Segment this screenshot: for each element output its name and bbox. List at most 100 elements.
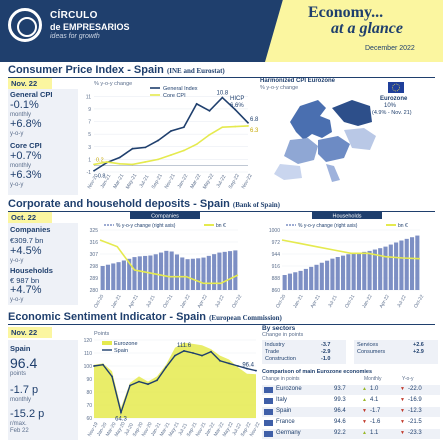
- x-tick-label: Nov-21: [164, 173, 177, 190]
- eu-flag-icon: [388, 82, 404, 93]
- legend-label: Core CPI: [163, 93, 186, 99]
- yoy-line: [281, 239, 421, 260]
- data-point: [208, 109, 211, 112]
- y-tick-label: 298: [90, 264, 99, 270]
- header-change: Change in points: [262, 376, 300, 382]
- eurozone-note: (4.9% - Nov. 21): [372, 110, 412, 116]
- legend-label: General Index: [163, 86, 198, 92]
- y-tick-label: 972: [272, 240, 281, 246]
- data-label: -0.8: [96, 174, 105, 180]
- chart-tab: [312, 212, 382, 219]
- bar: [330, 258, 335, 290]
- arrow-down-icon: ▼: [362, 408, 367, 414]
- flag-icon: [264, 431, 273, 437]
- table-header: Change in points Monthly Y-o-y: [262, 376, 440, 384]
- hicp-value: 6.6%: [230, 103, 244, 109]
- page-subtitle: at a glance: [331, 20, 403, 37]
- bar: [409, 237, 415, 290]
- x-tick-label: Jul-22: [214, 294, 226, 309]
- bar: [153, 254, 158, 290]
- legend-label: bn €: [216, 223, 226, 229]
- flag-icon: [264, 409, 273, 415]
- cpi-section-title: Consumer Price Index - Spain (INE and Eu…: [8, 64, 225, 76]
- y-tick-label: 3: [88, 145, 91, 151]
- brand-tagline: ideas for growth: [50, 33, 100, 40]
- bar: [388, 244, 393, 290]
- y-tick-label: 70: [86, 403, 92, 409]
- x-tick-label: Jan-21: [110, 293, 123, 309]
- esi-monthly: -1.7 p: [10, 384, 39, 396]
- bar: [233, 250, 238, 290]
- data-point: [255, 369, 257, 372]
- bar: [319, 262, 324, 290]
- data-label: 6.3: [250, 128, 259, 134]
- esi-section-title: Economic Sentiment Indicator - Spain (Eu…: [8, 311, 282, 323]
- x-tick-label: Oct-22: [413, 293, 426, 309]
- divider: [8, 211, 435, 212]
- monthly-change: 1.1: [370, 430, 379, 436]
- bar: [227, 251, 233, 290]
- arrow-down-icon: ▼: [400, 419, 405, 425]
- sector-row: Trade -2.9: [265, 349, 345, 356]
- x-tick-label: May-21: [125, 173, 139, 191]
- bar: [282, 275, 287, 290]
- bar: [158, 252, 164, 290]
- bar: [121, 260, 126, 290]
- bar: [298, 270, 303, 290]
- data-point: [246, 367, 248, 370]
- cpi-date: Nov. 22: [8, 78, 52, 89]
- bar: [415, 235, 420, 290]
- arrow-up-icon: ▲: [362, 430, 367, 436]
- cpi-title: Consumer Price Index - Spain: [8, 64, 164, 76]
- country-name: France: [276, 419, 295, 425]
- cpi-sidebox: [8, 89, 78, 195]
- data-point: [144, 161, 147, 163]
- y-tick-label: 9: [88, 107, 91, 113]
- legend-label: % y-o-y change (right axis): [298, 223, 358, 229]
- esi-title: Economic Sentiment Indicator - Spain: [8, 311, 207, 323]
- sector-change: +2.9: [413, 349, 424, 355]
- bar: [303, 268, 308, 290]
- x-tick-label: Jan-22: [179, 293, 192, 309]
- x-tick-label: Apr-22: [378, 293, 391, 309]
- header-monthly: Monthly: [364, 376, 382, 382]
- arrow-down-icon: ▼: [400, 430, 405, 436]
- bar: [351, 253, 356, 290]
- data-point: [234, 108, 237, 111]
- y-tick-label: 289: [90, 276, 99, 282]
- legend-label: bn €: [398, 223, 408, 229]
- country-name: Eurozone: [276, 386, 302, 392]
- bar: [164, 250, 169, 290]
- yoy-change: -21.5: [408, 419, 422, 425]
- x-tick-label: Jul-22: [231, 422, 243, 437]
- country-name: Spain: [276, 408, 292, 414]
- data-point: [208, 133, 211, 136]
- sector-change: +2.6: [413, 342, 424, 348]
- data-point: [120, 411, 122, 414]
- map-region-iberia: [274, 164, 302, 180]
- flag-icon: [264, 420, 273, 426]
- x-tick-label: Nov-22: [241, 173, 254, 190]
- y-tick-label: 1000: [269, 228, 280, 234]
- map-region-italy: [326, 164, 340, 182]
- table-row: Spain 96.4 -1.7 -12.3 ▼ ▼: [262, 407, 440, 417]
- y-axis-label: Points: [94, 331, 110, 337]
- general-cpi-monthly: -0.1%: [10, 99, 39, 111]
- chart-tab-label: Companies: [151, 214, 179, 220]
- data-point: [170, 130, 172, 132]
- y-tick-label: 90: [86, 377, 92, 383]
- data-point: [174, 354, 176, 357]
- monthly-label: monthly: [10, 112, 32, 118]
- data-point: [157, 139, 160, 142]
- companies-deposits-chart: Companies % y-o-y change (right axis) bn €…: [90, 212, 243, 309]
- sectors-sub: Change in points: [262, 332, 304, 338]
- deposits-date: Oct. 22: [8, 212, 52, 223]
- table-row: Italy 99.3 4.1 -16.9 ▲ ▼: [262, 396, 440, 406]
- bar: [201, 257, 206, 290]
- bar: [100, 266, 105, 290]
- header-yoy: Y-o-y: [402, 376, 414, 382]
- yoy-change: -16.9: [408, 397, 422, 403]
- households-amount: € 987 bn: [10, 276, 40, 285]
- esi-value: 94.6: [334, 419, 346, 425]
